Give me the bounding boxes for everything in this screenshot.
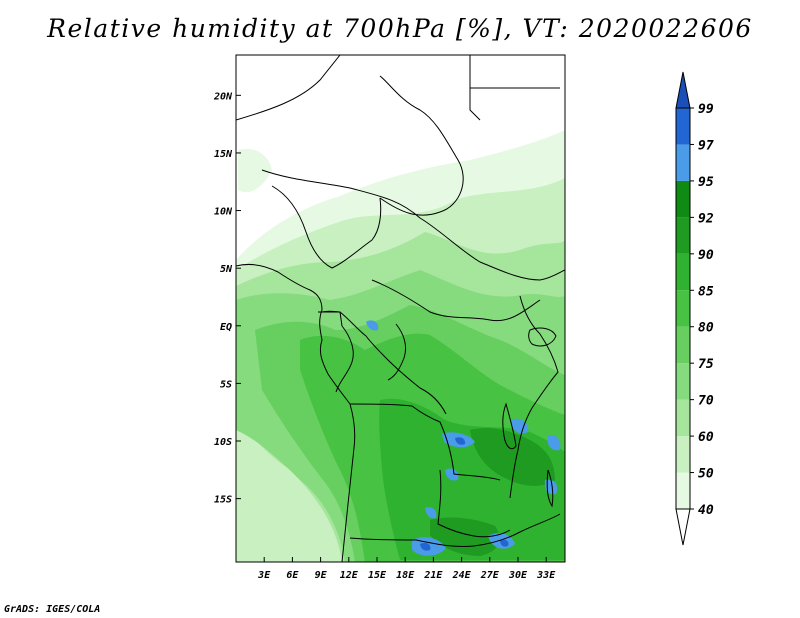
border-car-drc bbox=[371, 279, 541, 322]
lat-tick-label: 5S bbox=[220, 379, 232, 390]
latitude-axis: 20N 15N 10N 5N EQ 5S 10S 15S bbox=[213, 91, 241, 506]
border-sahara-north bbox=[236, 55, 560, 121]
map-frame bbox=[235, 54, 566, 563]
lon-tick-label: 33E bbox=[536, 570, 556, 581]
colorbar-label: 60 bbox=[698, 430, 714, 445]
colorbar-upper-triangle bbox=[675, 71, 691, 109]
coastline-west-africa bbox=[236, 263, 356, 562]
country-borders bbox=[236, 55, 565, 562]
colorbar-segment bbox=[676, 253, 690, 291]
colorbar-label: 50 bbox=[698, 467, 714, 482]
colorbar-segment bbox=[676, 436, 690, 473]
humidity-contour-92-south bbox=[430, 517, 500, 556]
lat-tick-label: 5N bbox=[220, 264, 233, 275]
colorbar-segment bbox=[676, 180, 690, 218]
colorbar-segment bbox=[676, 290, 690, 327]
colorbar-label: 40 bbox=[698, 503, 714, 518]
humidity-contour-50-north bbox=[238, 148, 272, 193]
lat-tick-label: 10S bbox=[214, 437, 232, 448]
border-cameroon-gabon bbox=[321, 310, 341, 313]
colorbar-label: 97 bbox=[698, 138, 714, 153]
grads-credit: GrADS: IGES/COLA bbox=[4, 604, 101, 615]
chart-title: Relative humidity at 700hPa [%], VT: 202… bbox=[47, 14, 753, 43]
border-lake-victoria bbox=[528, 327, 557, 347]
humidity-contour-92 bbox=[470, 428, 555, 486]
lat-tick-label: 15S bbox=[214, 495, 232, 506]
colorbar-label: 85 bbox=[698, 284, 714, 299]
colorbar-label: 90 bbox=[698, 248, 714, 263]
border-east-africa bbox=[509, 295, 559, 499]
lon-tick-label: 12E bbox=[340, 570, 359, 581]
humidity-contour-95 bbox=[366, 320, 561, 556]
colorbar-segment bbox=[676, 399, 690, 437]
lat-tick-label: 15N bbox=[214, 149, 233, 160]
border-nigeria-cameroon bbox=[271, 185, 382, 269]
longitude-axis: 3E 6E 9E 12E 15E 18E 21E 24E 27E 30E 33E bbox=[257, 557, 556, 581]
colorbar-label: 95 bbox=[698, 175, 714, 190]
lon-tick-label: 3E bbox=[257, 570, 271, 581]
lon-tick-label: 27E bbox=[480, 570, 500, 581]
lat-tick-label: EQ bbox=[220, 322, 232, 333]
colorbar-label: 75 bbox=[698, 357, 714, 372]
colorbar-label: 80 bbox=[698, 321, 714, 336]
colorbar-segment bbox=[676, 472, 690, 509]
lon-tick-label: 6E bbox=[286, 570, 299, 581]
colorbar-segment bbox=[676, 108, 690, 145]
colorbar-label: 70 bbox=[698, 394, 714, 409]
border-chad-car bbox=[379, 75, 464, 216]
colorbar-label: 92 bbox=[698, 211, 714, 226]
border-angola-drc bbox=[349, 403, 501, 481]
colorbar-segment bbox=[676, 363, 690, 400]
colorbar-lower-triangle bbox=[675, 508, 691, 546]
colorbar-segment bbox=[676, 326, 690, 364]
colorbar-segment bbox=[676, 217, 690, 254]
colorbar-label: 99 bbox=[698, 102, 714, 117]
lon-tick-label: 9E bbox=[315, 570, 328, 581]
lon-tick-label: 24E bbox=[452, 570, 472, 581]
colorbar-legend: 40 50 60 70 75 80 85 90 92 95 97 99 bbox=[675, 71, 714, 546]
border-zambia-south bbox=[349, 513, 561, 547]
border-congo-drc bbox=[339, 311, 447, 415]
lat-tick-label: 10N bbox=[214, 207, 233, 218]
border-niger-chad bbox=[261, 169, 565, 281]
border-lake-tanganyika bbox=[502, 402, 517, 450]
humidity-field bbox=[236, 130, 565, 562]
lat-tick-label: 20N bbox=[213, 91, 233, 102]
border-congo-river bbox=[387, 323, 407, 381]
lon-tick-label: 30E bbox=[508, 570, 528, 581]
border-angola-zambia bbox=[437, 469, 511, 538]
colorbar-outline bbox=[675, 107, 691, 510]
border-lake-malawi bbox=[546, 469, 554, 508]
lon-tick-label: 15E bbox=[368, 570, 387, 581]
lon-tick-label: 18E bbox=[396, 570, 415, 581]
colorbar-segment bbox=[676, 144, 690, 181]
lon-tick-label: 21E bbox=[423, 570, 443, 581]
